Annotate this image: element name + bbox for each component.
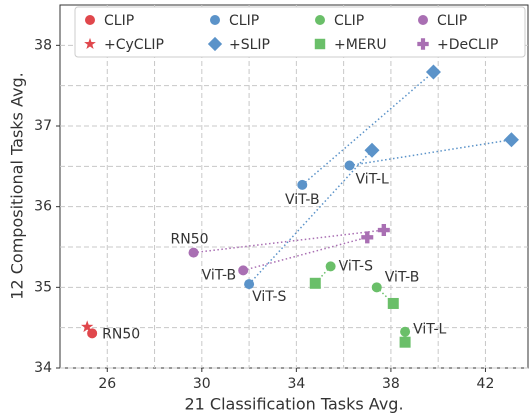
legend-marker [417, 38, 429, 50]
point [371, 282, 382, 293]
x-axis-label: 21 Classification Tasks Avg. [184, 395, 403, 414]
point [377, 224, 390, 237]
legend-marker [210, 15, 220, 25]
legend-marker [418, 15, 428, 25]
connector [301, 71, 434, 186]
point-label: ViT-S [339, 258, 373, 274]
point [238, 265, 249, 276]
point [325, 261, 336, 272]
connector [242, 236, 368, 272]
point [361, 231, 374, 244]
y-tick-label: 34 [34, 360, 52, 376]
legend-label: CLIP [437, 13, 467, 29]
legend-label: CLIP [104, 13, 134, 29]
point [297, 179, 308, 190]
x-tick-label: 34 [287, 376, 305, 392]
point [400, 326, 411, 337]
point [309, 277, 321, 289]
point-label: ViT-B [202, 267, 237, 283]
legend-label: +DeCLIP [437, 37, 498, 53]
x-tick-label: 38 [382, 376, 400, 392]
legend-box [74, 6, 526, 58]
y-tick-label: 36 [34, 199, 52, 215]
point [387, 297, 399, 309]
legend-marker [84, 37, 96, 49]
y-tick-label: 37 [34, 118, 52, 134]
legend-marker [315, 15, 325, 25]
point [344, 160, 355, 171]
point [425, 64, 441, 80]
point [399, 336, 411, 348]
y-tick-label: 35 [34, 279, 52, 295]
point-label: ViT-B [385, 269, 420, 285]
x-tick-label: 42 [477, 376, 495, 392]
point [81, 320, 94, 333]
y-tick-label: 38 [34, 37, 52, 53]
legend-label: +CyCLIP [104, 37, 164, 53]
point-label: ViT-L [356, 172, 389, 188]
point-label: RN50 [171, 232, 209, 248]
point-label: RN50 [102, 326, 140, 342]
plot-area [59, 4, 529, 369]
connector [349, 138, 512, 167]
legend-label: +MERU [334, 37, 387, 53]
x-tick-label: 30 [193, 376, 211, 392]
legend-label: CLIP [229, 13, 259, 29]
legend-marker [85, 15, 95, 25]
point-label: ViT-L [413, 322, 446, 338]
legend-marker [207, 36, 223, 52]
legend-label: +SLIP [229, 37, 270, 53]
legend-marker [314, 38, 326, 50]
x-tick-label: 26 [98, 376, 116, 392]
point-label: ViT-B [285, 192, 320, 208]
legend: CLIP +CyCLIP CLIP +SLIP CLIP +MERU CLIP +DeCLIP [74, 6, 526, 58]
legend-label: CLIP [334, 13, 364, 29]
point [364, 142, 380, 158]
y-axis-label: 12 Compositional Tasks Avg. [8, 72, 27, 299]
point-label: ViT-S [252, 289, 286, 305]
point [188, 247, 199, 258]
point [503, 132, 519, 148]
point [244, 279, 255, 290]
